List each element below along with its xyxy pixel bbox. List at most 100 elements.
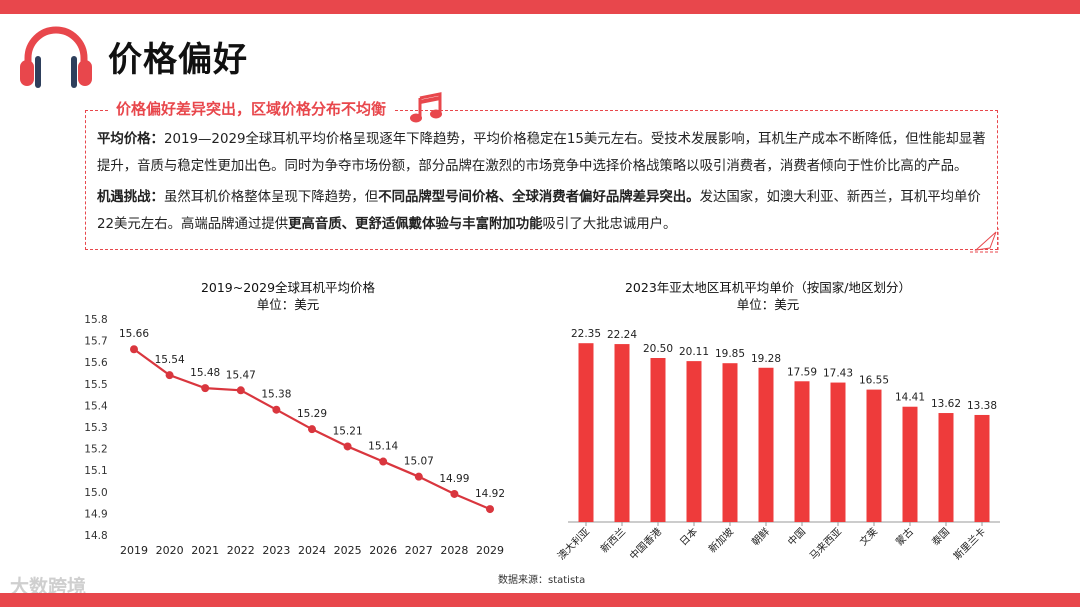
info-box [85,110,998,250]
x-tick-label: 泰国 [929,525,952,548]
chart-subtitle: 单位：美元 [737,297,800,312]
x-tick-label: 澳大利亚 [555,525,592,562]
bar [866,389,882,522]
data-label: 15.21 [333,425,363,437]
chart-title: 2019~2029全球耳机平均价格 [201,280,376,295]
data-label: 22.35 [571,328,601,340]
bar [758,367,774,522]
paragraph-text: 吸引了大批忠诚用户。 [542,217,677,232]
data-label: 13.38 [967,400,997,412]
y-tick-label: 14.8 [84,530,107,542]
info-box-heading: 价格偏好差异突出，区域价格分布不均衡 [108,98,395,120]
x-tick-label: 朝鲜 [749,525,772,548]
data-label: 15.54 [155,354,185,366]
x-tick-label: 2023 [262,544,290,557]
y-tick-label: 15.3 [84,422,107,434]
x-tick-label: 蒙古 [893,525,916,548]
bar [578,343,594,522]
data-point [343,442,352,451]
bar [830,382,846,522]
data-point [165,371,174,380]
x-tick-label: 日本 [677,525,700,548]
data-label: 14.41 [895,392,925,404]
data-label: 13.62 [931,398,961,410]
x-tick-label: 文莱 [857,525,880,548]
watermark-logo: 大数跨境 [10,576,87,598]
data-label: 20.11 [679,346,709,358]
y-tick-label: 15.5 [84,379,107,391]
data-label: 15.47 [226,369,256,381]
y-tick-label: 15.1 [84,465,107,477]
data-point [486,505,494,514]
bar [974,414,990,522]
data-point [272,405,281,414]
paragraph-opportunity: 机遇挑战：虽然耳机价格整体呈现下降趋势，但不同品牌型号间价格、全球消费者偏好品牌… [97,184,997,238]
x-tick-label: 2027 [405,544,433,557]
data-label: 15.38 [261,389,291,401]
x-tick-label: 马来西亚 [807,526,844,563]
x-tick-label: 新西兰 [598,525,628,555]
data-label: 17.43 [823,368,853,380]
bar-chart-apac-price: 2023年亚太地区耳机平均单价（按国家/地区划分） 单位：美元 22.35 澳大利亚 2… [555,280,1000,563]
data-label: 15.14 [368,441,398,453]
page-curl-decoration [970,228,999,253]
data-label: 20.50 [643,343,673,355]
chart-subtitle: 单位：美元 [257,297,320,312]
x-tick-label: 2020 [156,544,184,557]
y-tick-label: 14.9 [84,508,107,520]
bar [650,358,666,522]
paragraph-text: 2019—2029全球耳机平均价格呈现逐年下降趋势，平均价格稳定在15美元左右。… [97,132,986,174]
x-tick-label: 中国香港 [627,525,664,562]
x-tick-label: 2025 [334,544,362,557]
y-tick-label: 15.2 [84,444,107,456]
y-tick-label: 15.8 [84,314,107,326]
data-point [379,457,388,466]
data-label: 14.92 [475,488,505,500]
data-point [201,384,210,393]
data-label: 14.99 [439,473,469,485]
headphones-icon [20,26,92,88]
data-point [450,489,459,498]
data-label: 19.28 [751,353,781,365]
bar [686,361,702,522]
data-label: 19.85 [715,348,745,360]
x-tick-label: 2028 [440,544,468,557]
data-source-note: 数据来源：statista [498,575,586,586]
x-tick-label: 2019 [120,544,148,557]
data-label: 22.24 [607,329,637,341]
paragraph-emphasis: 更高音质、更舒适佩戴体验与丰富附加功能 [288,217,543,232]
x-tick-label: 2022 [227,544,255,557]
x-tick-label: 斯里兰卡 [951,525,988,562]
x-tick-label: 新加坡 [706,525,736,555]
y-tick-label: 15.7 [84,336,107,348]
x-tick-label: 2026 [369,544,397,557]
y-tick-label: 15.0 [84,487,107,499]
chart-title: 2023年亚太地区耳机平均单价（按国家/地区划分） [625,280,911,295]
data-label: 15.48 [190,367,220,379]
y-tick-label: 15.4 [84,400,108,412]
bottom-accent-bar [0,593,1080,607]
page-title: 价格偏好 [108,40,248,80]
paragraph-label: 机遇挑战： [97,190,164,205]
y-tick-label: 15.6 [84,357,108,369]
music-note-icon [410,92,442,123]
x-tick-label: 中国 [785,525,808,548]
x-tick-label: 2021 [191,544,219,557]
x-tick-label: 2029 [476,544,504,557]
bar [938,413,954,522]
paragraph-average-price: 平均价格：2019—2029全球耳机平均价格呈现逐年下降趋势，平均价格稳定在15… [97,126,997,180]
top-accent-bar [0,0,1080,14]
paragraph-emphasis: 不同品牌型号间价格、全球消费者偏好品牌差异突出。 [378,190,700,205]
data-label: 17.59 [787,366,817,378]
paragraph-text: 虽然耳机价格整体呈现下降趋势，但 [163,190,379,205]
data-point [414,472,423,481]
data-label: 15.07 [404,456,434,468]
bar [722,363,738,522]
bar [902,406,918,522]
data-label: 16.55 [859,375,889,387]
bar [614,344,630,522]
data-label: 15.29 [297,408,327,420]
data-label: 15.66 [119,328,149,340]
paragraph-label: 平均价格： [97,132,164,147]
data-point [308,425,316,434]
